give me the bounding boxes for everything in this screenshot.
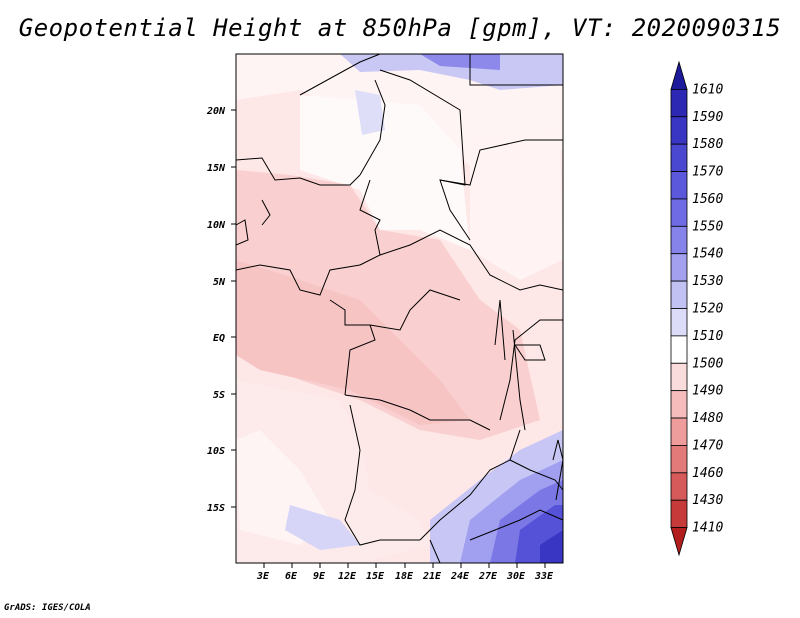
grads-credit: GrADS: IGES/COLA bbox=[4, 603, 91, 613]
lon-label-30e: 30E bbox=[506, 571, 526, 582]
lat-axis: 20N 15N 10N 5N EQ 5S 10S 15S bbox=[206, 106, 236, 514]
colorbar-label: 1470 bbox=[692, 438, 723, 453]
colorbar-label: 1430 bbox=[692, 493, 723, 508]
lon-label-21e: 21E bbox=[422, 571, 442, 582]
colorbar-segment bbox=[670, 116, 688, 145]
colorbar-label: 1590 bbox=[692, 110, 723, 125]
lon-label-6e: 6E bbox=[285, 571, 298, 582]
colorbar-label: 1510 bbox=[692, 329, 723, 344]
lat-label-eq: EQ bbox=[213, 333, 225, 344]
map-panel bbox=[235, 53, 564, 564]
colorbar-segment bbox=[670, 198, 688, 227]
colorbar-segment bbox=[670, 253, 688, 282]
lat-label-20n: 20N bbox=[206, 106, 226, 117]
colorbar-label: 1520 bbox=[692, 302, 723, 317]
lon-label-18e: 18E bbox=[395, 571, 414, 582]
colorbar-segment bbox=[670, 280, 688, 309]
lat-label-5n: 5N bbox=[213, 277, 226, 288]
colorbar-label: 1570 bbox=[692, 165, 723, 180]
lon-label-9e: 9E bbox=[313, 571, 326, 582]
lat-label-15s: 15S bbox=[207, 503, 225, 514]
colorbar-segment bbox=[670, 445, 688, 474]
colorbar-label: 1490 bbox=[692, 384, 723, 399]
colorbar-segment bbox=[670, 60, 688, 90]
colorbar-label: 1410 bbox=[692, 521, 723, 536]
lon-label-3e: 3E bbox=[256, 571, 270, 582]
colorbar-label: 1560 bbox=[692, 192, 723, 207]
colorbar-segment bbox=[670, 527, 688, 557]
colorbar-segment bbox=[670, 225, 688, 255]
colorbar-label: 1480 bbox=[692, 411, 723, 426]
colorbar-segment bbox=[670, 308, 688, 337]
colorbar-label: 1530 bbox=[692, 274, 723, 289]
colorbar-segment bbox=[670, 417, 688, 446]
colorbar-segment bbox=[670, 390, 688, 419]
colorbar-segment bbox=[670, 88, 688, 118]
colorbar-label: 1580 bbox=[692, 137, 723, 152]
lat-label-10s: 10S bbox=[207, 446, 225, 457]
colorbar-segment bbox=[670, 335, 688, 364]
lon-axis: 3E 6E 9E 12E 15E 18E 21E 24E 27E 30E 33E bbox=[256, 563, 554, 582]
colorbar-label: 1460 bbox=[692, 466, 723, 481]
colorbar-label: 1540 bbox=[692, 247, 723, 262]
lat-label-5s: 5S bbox=[213, 390, 225, 401]
colorbar-segment bbox=[670, 472, 688, 501]
lat-label-10n: 10N bbox=[207, 220, 226, 231]
colorbar-label: 1550 bbox=[692, 219, 723, 234]
colorbar-label: 1610 bbox=[692, 82, 723, 97]
colorbar-segment bbox=[670, 143, 688, 172]
colorbar-label: 1500 bbox=[692, 356, 723, 371]
lon-label-27e: 27E bbox=[478, 571, 498, 582]
map-title: Geopotential Height at 850hPa [gpm], VT:… bbox=[18, 14, 782, 42]
colorbar-segment bbox=[670, 499, 688, 529]
lon-label-24e: 24E bbox=[450, 571, 470, 582]
lon-label-15e: 15E bbox=[366, 571, 385, 582]
lon-label-12e: 12E bbox=[338, 571, 357, 582]
colorbar-segment bbox=[670, 171, 688, 200]
lon-label-33e: 33E bbox=[534, 571, 554, 582]
lat-label-15n: 15N bbox=[207, 163, 226, 174]
colorbar: 1610 1590 1580 1570 1560 1550 1540 1530 1520 1510… bbox=[670, 60, 723, 557]
colorbar-segment bbox=[670, 362, 688, 392]
